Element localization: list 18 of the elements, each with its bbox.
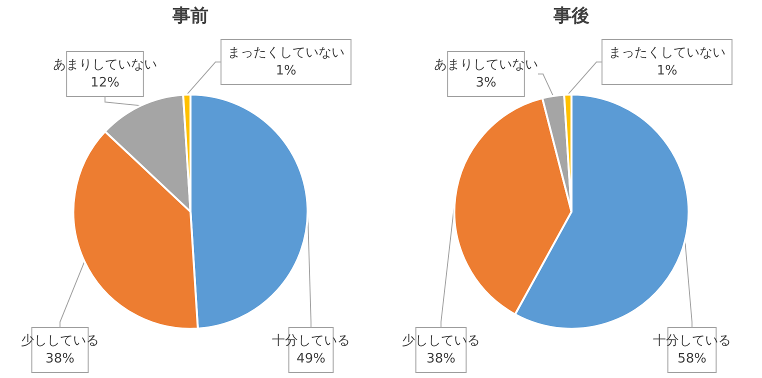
slice-label: あまりしていない [434, 58, 538, 72]
slice-label: 少ししている [21, 334, 99, 348]
data-label: 49% [296, 352, 326, 366]
data-label: 12% [90, 76, 120, 90]
slice-label: 少ししている [402, 334, 480, 348]
chart-title: 事後 [552, 6, 590, 26]
data-label: 38% [46, 352, 74, 366]
slice-label: まったくしていない [608, 46, 726, 60]
data-label: 1% [656, 64, 678, 78]
slice-label: まったくしていない [228, 46, 344, 60]
slice-label: 十分している [272, 334, 350, 348]
chart-title: 事前 [172, 6, 208, 26]
data-label: 38% [426, 352, 456, 366]
slice-label: あまりしていない [53, 58, 157, 72]
data-label: 1% [276, 64, 296, 78]
data-label: 3% [476, 76, 496, 90]
slice-label: 十分している [653, 334, 731, 348]
data-label: 58% [678, 352, 706, 366]
